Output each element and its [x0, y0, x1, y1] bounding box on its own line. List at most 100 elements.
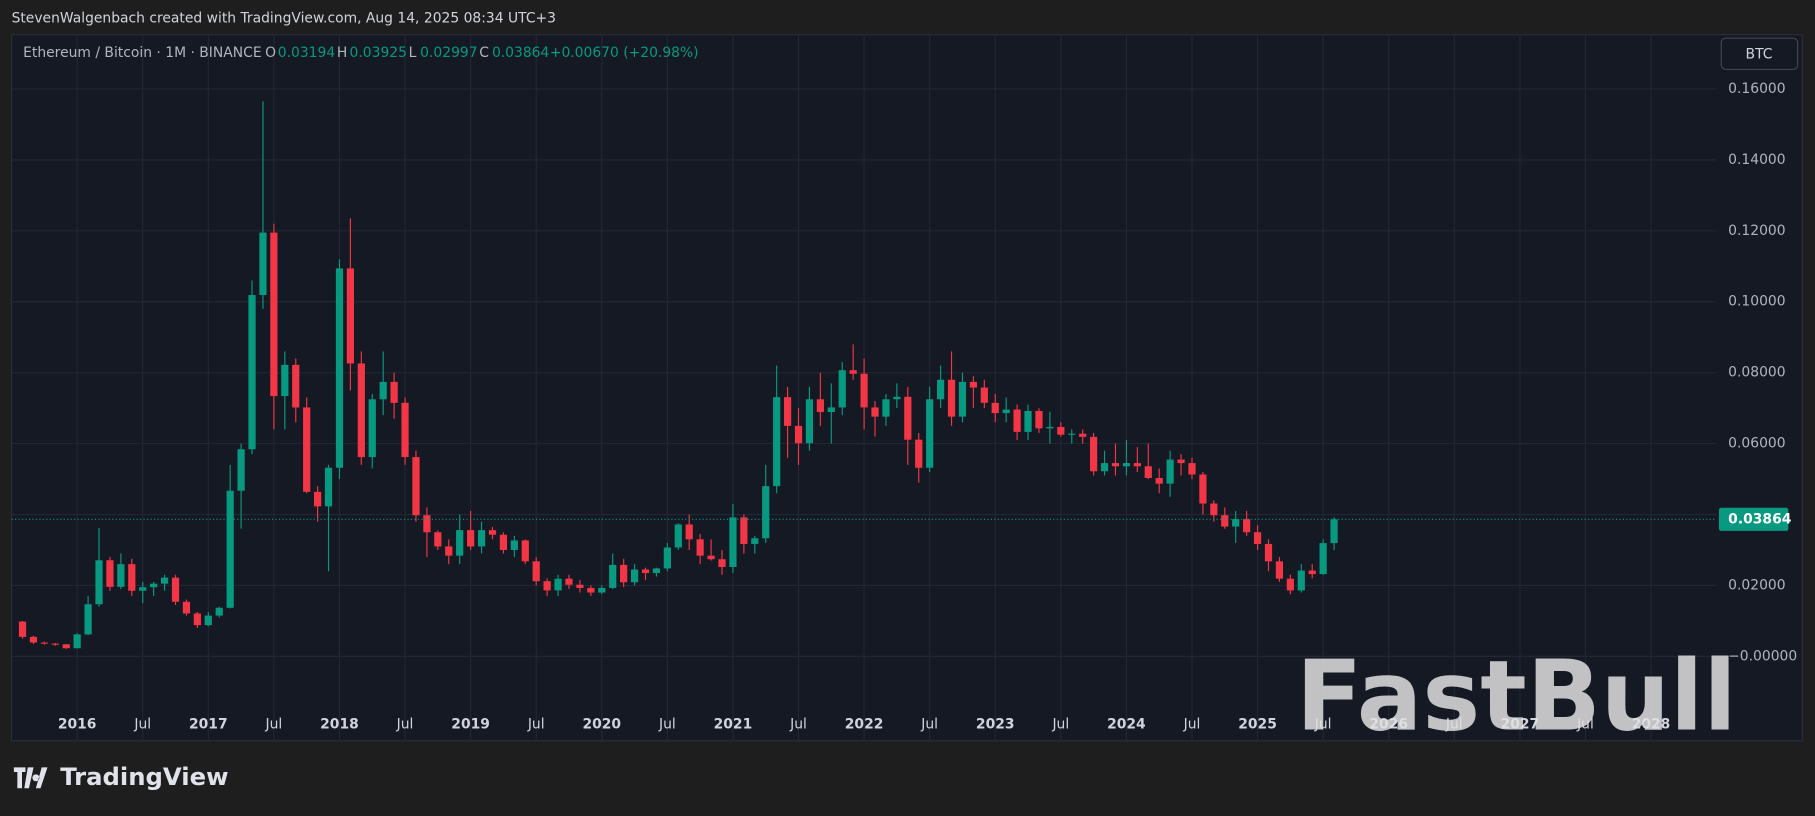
x-tick-label: Jul	[527, 717, 545, 733]
candle-body	[1188, 463, 1196, 475]
candle-body	[139, 587, 147, 591]
watermark: FastBull	[1296, 639, 1737, 752]
y-tick-label: 0.02000	[1728, 577, 1785, 593]
x-tick-label: 2024	[1107, 717, 1146, 733]
candle-body	[685, 524, 693, 540]
candle-body	[674, 524, 682, 548]
candle-body	[751, 538, 759, 544]
currency-button[interactable]	[1720, 37, 1799, 71]
candle-body	[598, 587, 606, 593]
candle-body	[587, 587, 595, 593]
candle-body	[434, 532, 442, 547]
candle-body	[893, 396, 901, 400]
ohlc-value: 0.03925	[350, 45, 407, 61]
candle-body	[794, 425, 803, 444]
chart-frame	[10, 34, 1803, 742]
candle-body	[783, 397, 792, 426]
candle-body	[1166, 459, 1174, 484]
candle-body	[379, 381, 387, 400]
candle-body	[117, 564, 125, 587]
candle-body	[663, 547, 671, 569]
ohlc-value: 0.03864	[492, 45, 550, 61]
candle-body	[707, 555, 715, 560]
candle-body	[1024, 410, 1032, 432]
candle-body	[576, 584, 584, 588]
last-price-tag	[1718, 507, 1789, 531]
candle-body	[554, 578, 562, 591]
candle-body	[1100, 463, 1109, 472]
x-tick-label: 2017	[189, 717, 228, 733]
candle-body	[696, 539, 704, 556]
ohlc-legend: O 0.03194 H 0.03925 L 0.02997 C 0.03864 …	[265, 45, 699, 61]
candle-body	[1111, 463, 1120, 467]
x-tick-label: Jul	[1445, 717, 1463, 733]
x-tick-label: 2022	[845, 717, 884, 733]
ohlc-label: H	[337, 45, 347, 61]
candle-body	[936, 379, 945, 400]
candle-body	[969, 381, 977, 388]
candle-body	[62, 644, 70, 649]
candle-body	[1013, 409, 1021, 432]
candle-body	[357, 363, 365, 458]
candle-body	[1253, 532, 1262, 544]
y-tick-label: 0.14000	[1728, 152, 1785, 168]
x-tick-label: 2023	[976, 717, 1015, 733]
candle-body	[805, 399, 814, 444]
symbol: Ethereum / Bitcoin · 1M · BINANCE	[23, 45, 261, 61]
candle-body	[718, 559, 726, 568]
candle-body	[827, 407, 835, 413]
y-tick-label: 0.16000	[1728, 81, 1785, 97]
candle-body	[1155, 477, 1163, 484]
candle-body	[958, 381, 967, 417]
candle-body	[488, 530, 497, 535]
candle-body	[532, 561, 540, 582]
candle-body	[248, 295, 256, 450]
candle-body	[423, 515, 431, 533]
candle-body	[237, 449, 245, 491]
candle-body	[335, 268, 344, 468]
x-tick-label: 2027	[1501, 717, 1540, 733]
candle-body	[1275, 561, 1284, 579]
y-tick-label: 0.06000	[1728, 436, 1785, 452]
logo-text: TradingView	[60, 762, 228, 791]
candle-body	[171, 577, 180, 602]
candle-body	[1057, 426, 1065, 435]
candle-body	[849, 370, 857, 374]
candle-body	[1090, 436, 1098, 472]
candle-body	[1079, 433, 1087, 437]
candle-body	[565, 578, 573, 585]
candle-body	[904, 396, 912, 440]
candle-body	[368, 399, 376, 458]
candle-body	[160, 577, 169, 584]
candle-body	[401, 402, 409, 458]
x-tick-label: 2026	[1369, 717, 1408, 733]
ohlc-value: 0.02997	[420, 45, 477, 61]
candle-body	[215, 607, 223, 616]
candle-body	[1210, 503, 1218, 516]
candle-body	[1122, 463, 1131, 467]
logo-icon	[13, 767, 48, 789]
candle-body	[860, 373, 868, 408]
candle-body	[1243, 519, 1251, 533]
candle-body	[641, 569, 650, 574]
candle-body	[947, 379, 956, 417]
x-tick-label: 2028	[1632, 717, 1671, 733]
candle-body	[980, 387, 988, 403]
candle-body	[652, 568, 661, 574]
candle-body	[18, 621, 27, 637]
x-tick-label: Jul	[789, 717, 807, 733]
candle-body	[270, 232, 278, 397]
candle-body	[314, 491, 322, 507]
currency-label[interactable]: BTC	[1746, 46, 1773, 62]
x-tick-label: Jul	[1576, 717, 1594, 733]
candle-body	[456, 530, 464, 556]
candle-body	[84, 604, 92, 635]
candle-body	[51, 643, 59, 645]
candle-body	[838, 370, 846, 408]
y-tick-label: 0.12000	[1728, 223, 1785, 239]
credit: StevenWalgenbach created with TradingVie…	[12, 11, 556, 27]
candle-body	[445, 546, 453, 556]
candle-body	[926, 399, 934, 468]
candle-body	[499, 534, 508, 550]
candle-body	[882, 399, 890, 417]
